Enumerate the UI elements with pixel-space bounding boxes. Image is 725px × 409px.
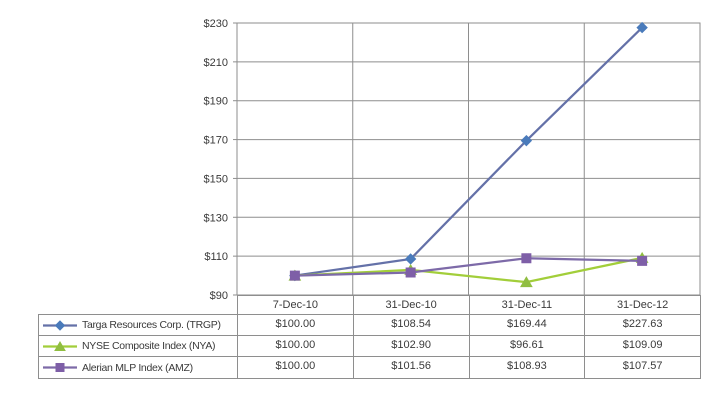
legend-item-amz: Alerian MLP Index (AMZ) bbox=[39, 357, 237, 378]
x-axis-label: 31-Dec-12 bbox=[616, 299, 669, 311]
table-cell: $108.54 bbox=[354, 315, 470, 335]
line-square-marker-icon bbox=[42, 361, 78, 374]
series-line-2 bbox=[294, 257, 643, 277]
table-cell: $96.61 bbox=[470, 336, 586, 356]
table-cell: $100.00 bbox=[238, 357, 354, 378]
table-cell: $107.57 bbox=[622, 360, 663, 372]
table-cell: $169.44 bbox=[470, 315, 586, 335]
table-cell: $101.56 bbox=[354, 357, 470, 378]
legend-label: Targa Resources Corp. (TRGP) bbox=[82, 319, 221, 331]
legend-glyph-svg bbox=[43, 363, 77, 372]
y-tick-label: $90 bbox=[210, 290, 228, 300]
y-tick-label: $150 bbox=[204, 173, 228, 185]
table-cell: $100.00 bbox=[238, 336, 354, 356]
y-tick-label: $190 bbox=[204, 96, 228, 108]
y-tick-label: $230 bbox=[204, 18, 228, 30]
diamond-marker-icon bbox=[520, 134, 533, 147]
square-marker-icon bbox=[55, 363, 65, 372]
table-cell: $108.93 bbox=[470, 357, 586, 378]
chart-legend: Targa Resources Corp. (TRGP) NYSE Compos… bbox=[38, 314, 238, 379]
y-tick-label: $110 bbox=[204, 251, 228, 263]
table-row: $100.00 $108.54 $169.44 $227.63 bbox=[238, 315, 700, 336]
y-tick-label: $130 bbox=[204, 212, 228, 224]
diamond-marker-icon bbox=[54, 319, 66, 331]
legend-label: Alerian MLP Index (AMZ) bbox=[82, 361, 193, 374]
legend-label: NYSE Composite Index (NYA) bbox=[82, 340, 216, 352]
diamond-marker-icon bbox=[636, 21, 648, 34]
performance-line-plot: $90 $110 $130 $150 $170 $190 $210 $230 bbox=[204, 18, 701, 300]
square-marker-icon bbox=[289, 270, 300, 281]
legend-item-trgp: Targa Resources Corp. (TRGP) bbox=[39, 315, 237, 336]
legend-glyph-svg bbox=[43, 340, 77, 351]
square-marker-icon bbox=[521, 253, 532, 264]
x-axis-label: 7-Dec-10 bbox=[238, 296, 354, 314]
line-diamond-marker-icon bbox=[42, 319, 78, 332]
triangle-marker-icon bbox=[54, 340, 66, 351]
table-cell: $100.00 bbox=[238, 315, 354, 335]
legend-item-nya: NYSE Composite Index (NYA) bbox=[39, 336, 237, 357]
x-axis-label: 31-Dec-10 bbox=[354, 296, 470, 314]
table-row: $100.00 $101.56 $108.93 $107.57 bbox=[238, 357, 700, 378]
x-axis-label: 31-Dec-11 bbox=[470, 296, 586, 314]
square-marker-icon bbox=[405, 267, 416, 278]
legend-glyph-svg bbox=[43, 319, 77, 331]
square-marker-icon bbox=[637, 255, 648, 266]
table-cell: $227.63 bbox=[622, 318, 663, 330]
table-header-row: 7-Dec-10 31-Dec-10 31-Dec-11 31-Dec-12 bbox=[237, 295, 701, 315]
y-tick-label: $170 bbox=[204, 135, 228, 147]
triangle-marker-icon bbox=[520, 276, 533, 288]
table-values: $100.00 $108.54 $169.44 $227.63 $100.00 … bbox=[237, 314, 701, 379]
series-line-1 bbox=[294, 256, 643, 284]
line-triangle-marker-icon bbox=[42, 340, 78, 353]
series-line-0 bbox=[294, 26, 643, 277]
table-cell: $109.09 bbox=[622, 339, 663, 351]
y-tick-label: $210 bbox=[204, 57, 228, 69]
table-row: $100.00 $102.90 $96.61 $109.09 bbox=[238, 336, 700, 357]
table-cell: $102.90 bbox=[354, 336, 470, 356]
